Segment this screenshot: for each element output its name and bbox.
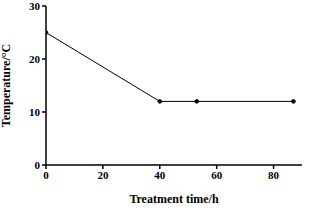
svg-text:80: 80: [268, 169, 280, 181]
svg-text:0: 0: [35, 159, 41, 171]
svg-text:20: 20: [97, 169, 109, 181]
svg-text:0: 0: [43, 169, 49, 181]
svg-text:60: 60: [211, 169, 223, 181]
svg-text:30: 30: [29, 0, 41, 12]
svg-text:40: 40: [154, 169, 166, 181]
svg-text:Temperature/°C: Temperature/°C: [8, 44, 13, 127]
svg-text:10: 10: [29, 106, 41, 118]
svg-text:Treatment time/h: Treatment time/h: [129, 192, 219, 206]
svg-text:20: 20: [29, 53, 41, 65]
